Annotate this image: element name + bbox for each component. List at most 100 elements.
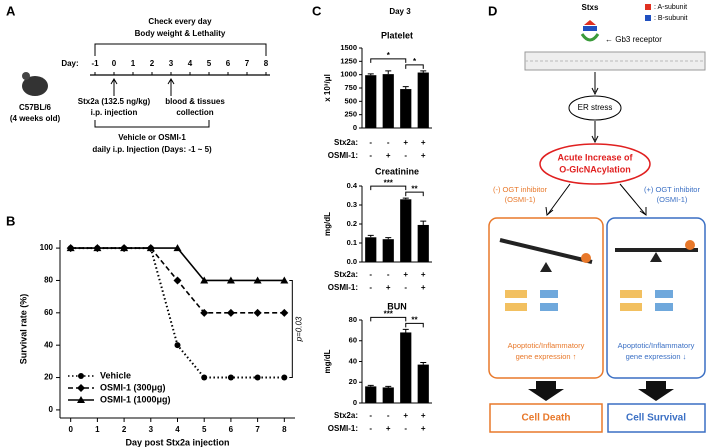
arrow bbox=[545, 183, 647, 216]
x-tick-label: 3 bbox=[149, 425, 154, 434]
sig-label: *** bbox=[384, 178, 394, 187]
point bbox=[201, 374, 208, 381]
series-line bbox=[70, 247, 285, 282]
legend-swatch bbox=[645, 4, 651, 10]
bar bbox=[417, 72, 429, 128]
er-label: ER stress bbox=[578, 103, 613, 112]
point bbox=[174, 342, 181, 349]
condition-name: Stx2a: bbox=[334, 138, 358, 147]
point bbox=[120, 244, 129, 252]
y-tick-label: 0.2 bbox=[347, 219, 357, 228]
header: Body weight & Lethality bbox=[135, 29, 226, 38]
y-tick-label: 0.1 bbox=[347, 238, 357, 247]
point bbox=[200, 276, 209, 284]
point bbox=[93, 244, 102, 252]
expression: Apoptotic/Inflammatory bbox=[618, 341, 695, 350]
increase-label: Acute Increase of bbox=[557, 152, 633, 162]
bar bbox=[365, 75, 377, 128]
legend-label: : A-subunit bbox=[654, 4, 687, 11]
condition-value: + bbox=[403, 411, 408, 420]
p-bracket bbox=[289, 279, 293, 379]
y-tick-label: 0 bbox=[49, 405, 54, 414]
condition-value: + bbox=[386, 424, 391, 433]
condition-name: Stx2a: bbox=[334, 270, 358, 279]
point bbox=[146, 244, 155, 252]
day: 7 bbox=[245, 59, 250, 68]
condition-value: - bbox=[369, 283, 372, 292]
pathway-box bbox=[655, 290, 673, 298]
sig-bracket bbox=[370, 316, 407, 322]
error-bar bbox=[402, 328, 409, 333]
panel-letter: B bbox=[6, 213, 15, 228]
expression: Apoptotic/Inflammatory bbox=[508, 341, 585, 350]
sig-label: * bbox=[387, 51, 391, 60]
legend-label: OSMI-1 (1000μg) bbox=[100, 394, 171, 404]
bar bbox=[365, 237, 377, 262]
injection: i.p. injection bbox=[91, 108, 138, 117]
y-tick-label: 40 bbox=[44, 340, 53, 349]
panel-title: Day 3 bbox=[389, 7, 411, 16]
sig-bracket bbox=[370, 58, 407, 63]
condition-value: + bbox=[386, 151, 391, 160]
pathway-box bbox=[655, 303, 673, 311]
header: Check every day bbox=[148, 17, 212, 26]
arrow bbox=[591, 121, 599, 144]
condition-value: - bbox=[404, 151, 407, 160]
condition-value: - bbox=[387, 138, 390, 147]
point bbox=[173, 276, 182, 285]
x-tick-label: 7 bbox=[255, 425, 260, 434]
fulcrum bbox=[650, 252, 662, 262]
condition-name: Stx2a: bbox=[334, 411, 358, 420]
sig-bracket bbox=[405, 64, 424, 69]
y-tick-label: 60 bbox=[349, 336, 357, 345]
bar bbox=[400, 199, 412, 262]
bracket bbox=[94, 43, 267, 56]
y-tick-label: 20 bbox=[44, 373, 53, 382]
injection: Stx2a (132.5 ng/kg) bbox=[78, 97, 151, 106]
increase-label: O-GlcNAcylation bbox=[559, 164, 631, 174]
receptor-label: ← Gb3 receptor bbox=[605, 35, 662, 44]
y-axis-label: mg/dL bbox=[323, 349, 332, 373]
panel-letter: D bbox=[488, 3, 497, 18]
x-tick-label: 5 bbox=[202, 425, 207, 434]
error-bar bbox=[402, 197, 409, 200]
condition-value: + bbox=[421, 270, 426, 279]
mouse-ear bbox=[22, 72, 30, 80]
point bbox=[78, 373, 84, 379]
condition-value: - bbox=[369, 424, 372, 433]
y-axis-label: Survival rate (%) bbox=[18, 294, 28, 365]
day: 4 bbox=[188, 59, 193, 68]
outcome-box bbox=[489, 403, 603, 433]
sig-bracket bbox=[405, 191, 424, 197]
mouse-strain: C57BL/6 bbox=[19, 103, 52, 112]
error-bar bbox=[420, 362, 427, 365]
y-tick-label: 80 bbox=[44, 276, 53, 285]
bar bbox=[417, 224, 429, 262]
condition-value: - bbox=[369, 151, 372, 160]
condition-name: OSMI-1: bbox=[328, 424, 358, 433]
bar bbox=[417, 364, 429, 403]
y-axis-label: x 10³/μl bbox=[323, 74, 332, 102]
expression: gene expression ↓ bbox=[626, 352, 687, 361]
error-bar bbox=[367, 73, 374, 76]
x-tick-label: 1 bbox=[95, 425, 100, 434]
sig-label: ** bbox=[411, 315, 418, 324]
error-bar bbox=[402, 86, 409, 90]
condition-name: OSMI-1: bbox=[328, 283, 358, 292]
condition-value: - bbox=[404, 424, 407, 433]
y-tick-label: 100 bbox=[40, 243, 54, 252]
arrow bbox=[591, 72, 599, 96]
sig-label: ** bbox=[411, 184, 418, 193]
treatment: Vehicle or OSMI-1 bbox=[118, 133, 186, 142]
point bbox=[280, 308, 289, 317]
pathway-box bbox=[620, 290, 642, 298]
point bbox=[227, 374, 234, 381]
condition-value: - bbox=[387, 270, 390, 279]
y-tick-label: 20 bbox=[349, 377, 357, 386]
bar bbox=[400, 332, 412, 403]
panel-letter: C bbox=[312, 3, 322, 18]
error-bar bbox=[367, 384, 374, 387]
day-label: Day: bbox=[61, 59, 78, 68]
y-tick-label: 1250 bbox=[340, 56, 357, 65]
